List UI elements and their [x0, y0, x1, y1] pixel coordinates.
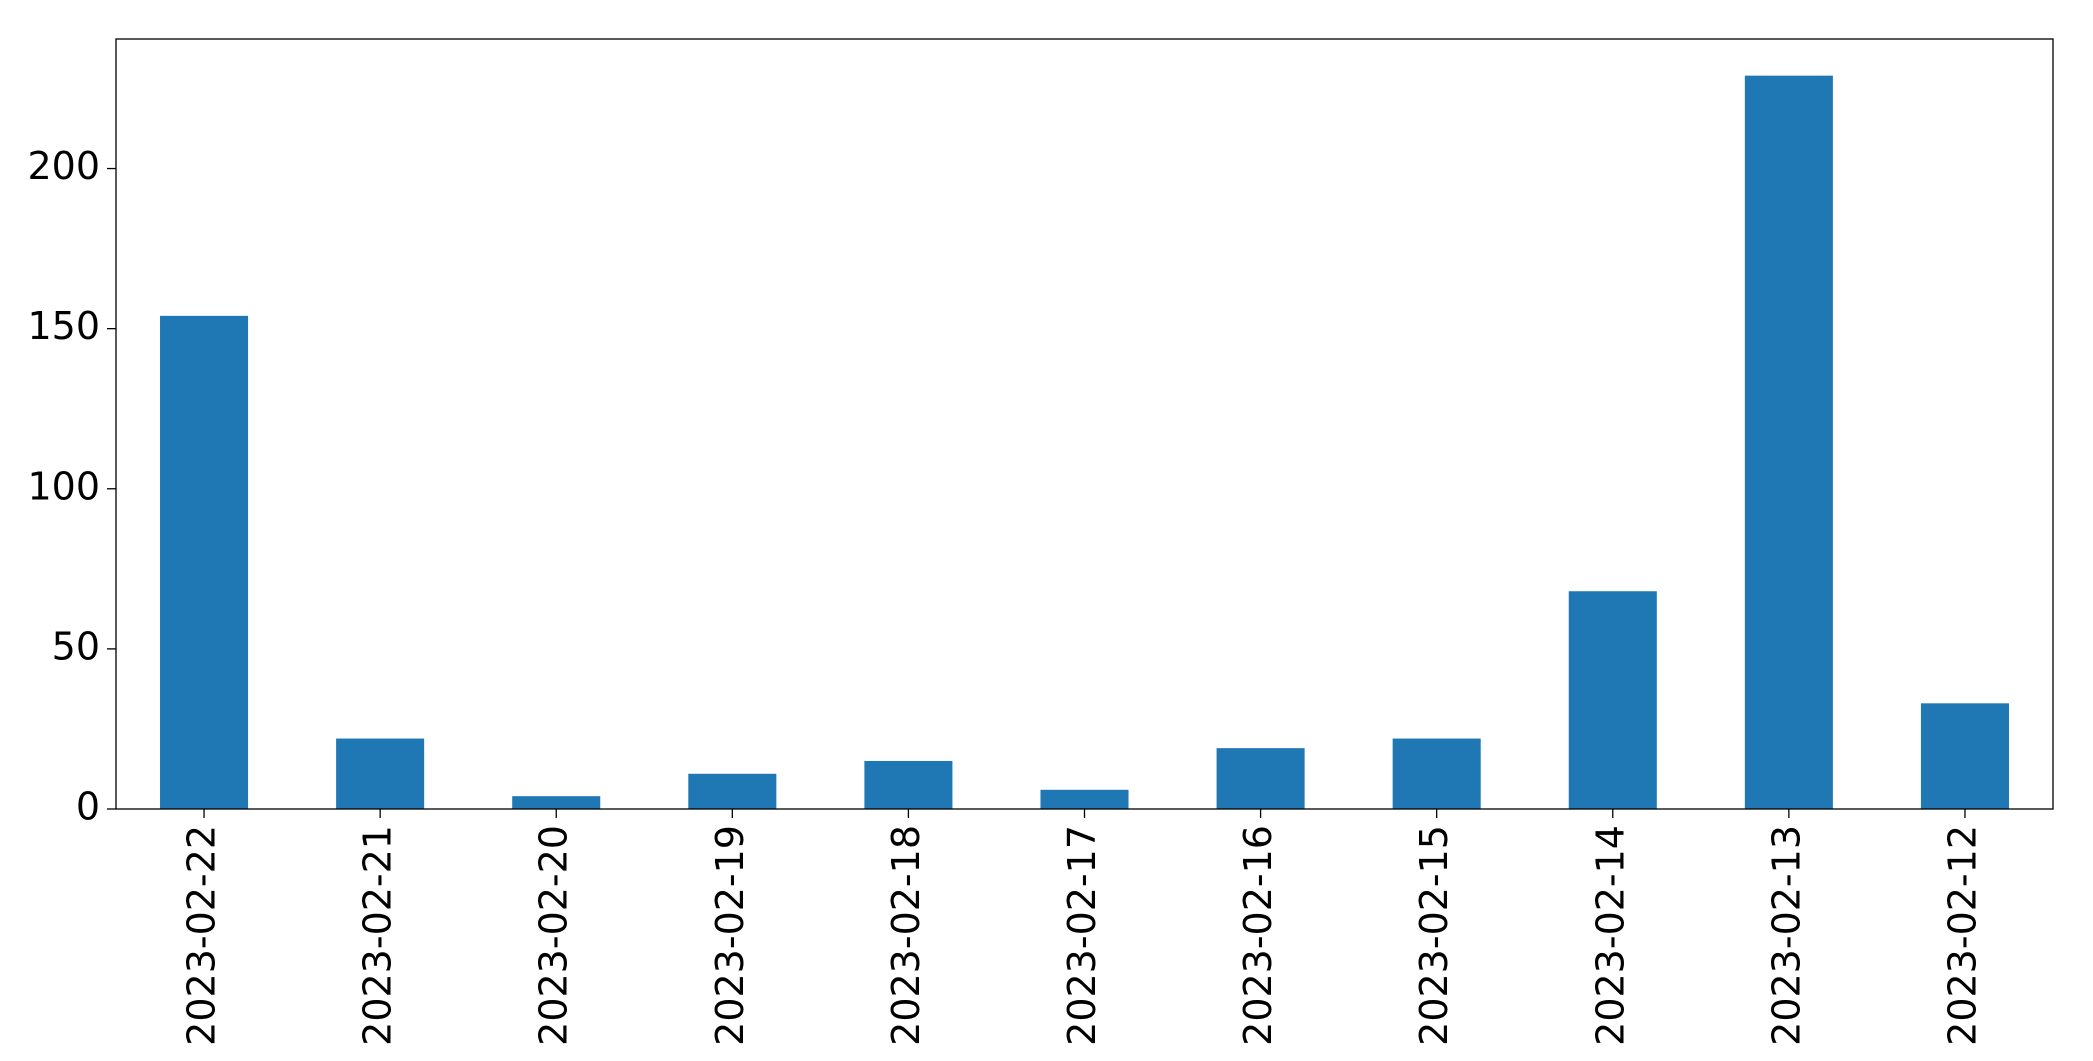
- x-tick-label: 2023-02-16: [1236, 825, 1280, 1046]
- y-tick-label: 0: [76, 785, 100, 829]
- bar: [1920, 703, 2009, 809]
- y-tick-label: 150: [27, 304, 100, 348]
- y-tick-label: 50: [52, 624, 100, 668]
- x-tick-label: 2023-02-15: [1412, 825, 1456, 1046]
- x-tick-label: 2023-02-18: [884, 825, 928, 1046]
- bar: [1568, 591, 1657, 809]
- bar: [688, 773, 777, 809]
- x-tick-label: 2023-02-13: [1764, 825, 1808, 1046]
- y-tick-label: 200: [27, 144, 100, 188]
- plot-frame: [115, 38, 2054, 810]
- x-tick-label: 2023-02-19: [708, 825, 752, 1046]
- bar: [1392, 738, 1481, 809]
- x-tick-label: 2023-02-12: [1940, 825, 1984, 1046]
- bar: [336, 738, 425, 809]
- bar: [1040, 789, 1129, 809]
- bar: [512, 796, 601, 809]
- x-tick-label: 2023-02-21: [356, 825, 400, 1046]
- x-tick-label: 2023-02-14: [1588, 825, 1632, 1046]
- y-tick-label: 100: [27, 464, 100, 508]
- bar: [1744, 75, 1833, 809]
- x-tick-label: 2023-02-22: [180, 825, 224, 1046]
- bar: [160, 315, 249, 809]
- bar: [1216, 748, 1305, 809]
- x-tick-label: 2023-02-17: [1060, 825, 1104, 1046]
- x-tick-label: 2023-02-20: [532, 825, 576, 1046]
- bar: [864, 760, 953, 809]
